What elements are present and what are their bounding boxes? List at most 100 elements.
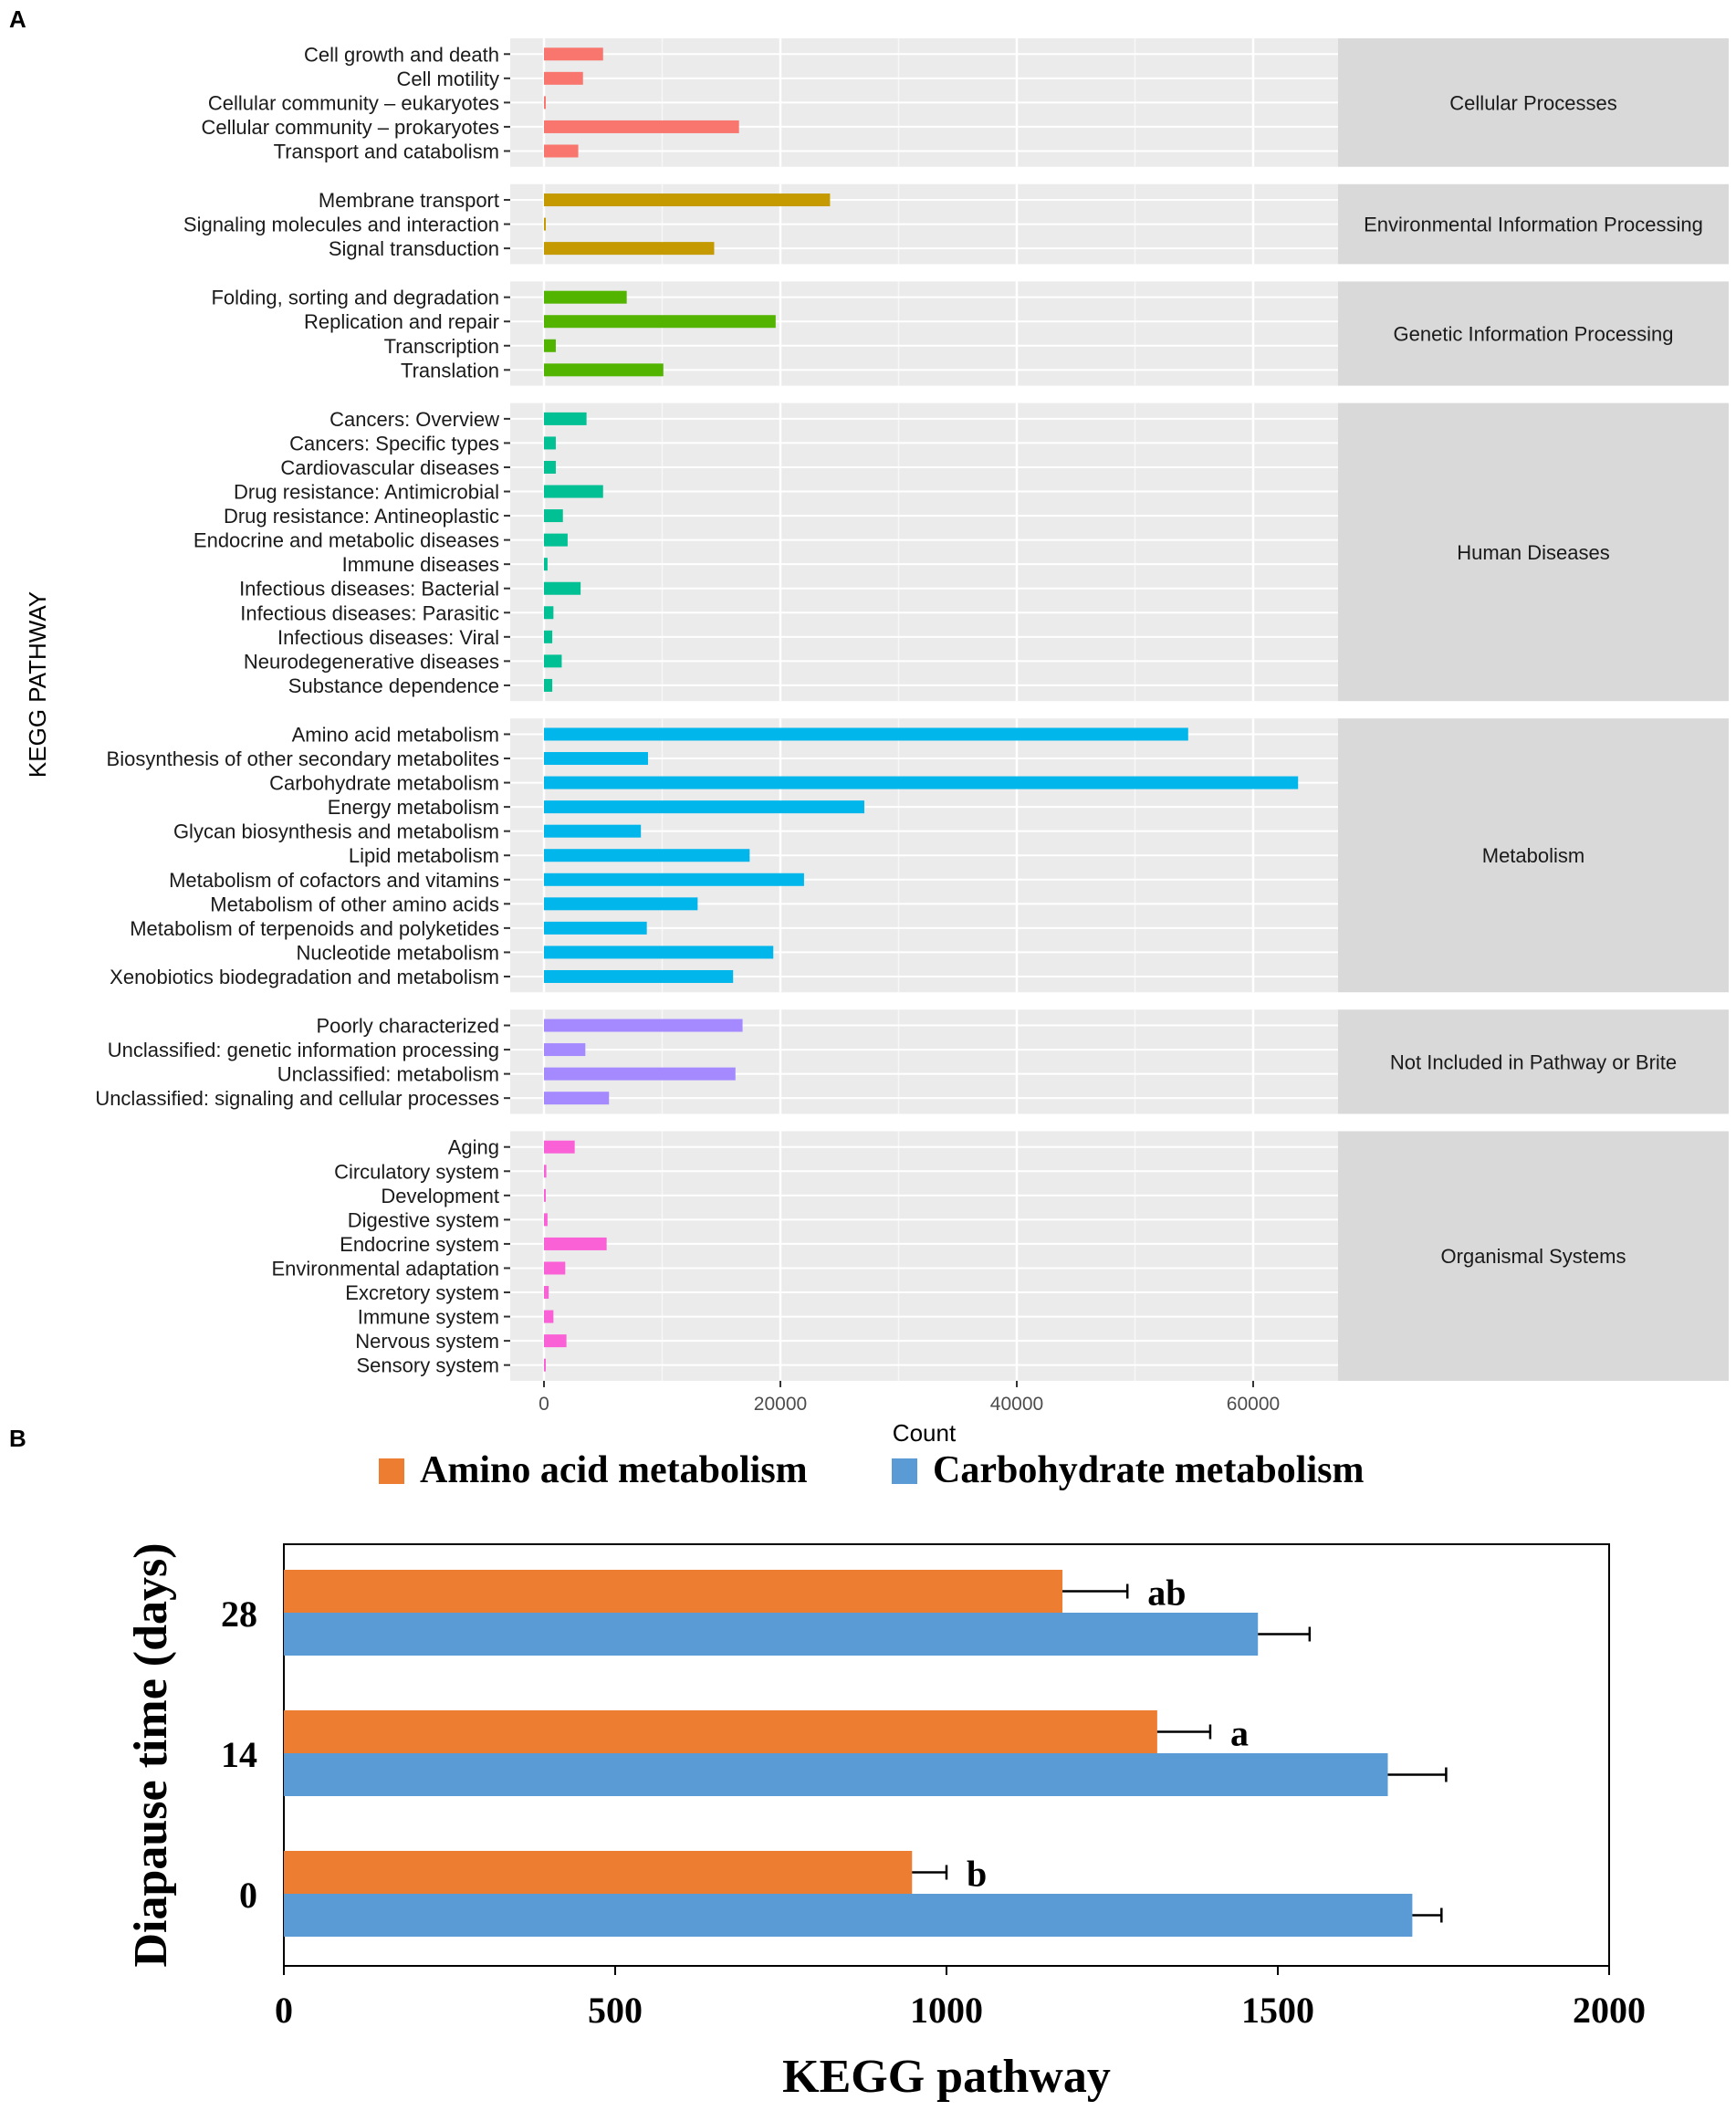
bar bbox=[544, 1092, 610, 1105]
bar bbox=[544, 96, 546, 110]
y-tick-label: Cancers: Overview bbox=[329, 408, 499, 431]
significance-label: a bbox=[1230, 1713, 1249, 1754]
panel-a: A Cellular Processes Cell growth and death… bbox=[9, 5, 1729, 1447]
bar bbox=[544, 946, 774, 959]
y-tick-label: 0 bbox=[239, 1875, 257, 1916]
bar bbox=[284, 1753, 1388, 1796]
bar bbox=[544, 144, 579, 158]
bar bbox=[544, 412, 587, 425]
y-tick-label: Infectious diseases: Bacterial bbox=[239, 578, 499, 601]
y-tick-label: Metabolism of terpenoids and polyketides bbox=[130, 917, 499, 940]
bar bbox=[544, 558, 548, 571]
bar bbox=[544, 581, 581, 595]
y-tick-label: Signal transduction bbox=[329, 237, 499, 260]
x-tick-label: 1500 bbox=[1241, 1990, 1314, 2031]
x-axis-title: KEGG pathway bbox=[782, 2051, 1111, 2103]
x-tick-label: 60000 bbox=[1227, 1394, 1280, 1415]
y-tick-label: Biosynthesis of other secondary metaboli… bbox=[107, 747, 499, 770]
y-tick-label: Immune system bbox=[358, 1306, 499, 1329]
bar bbox=[544, 727, 1188, 741]
bar bbox=[284, 1613, 1259, 1656]
bar bbox=[284, 1894, 1413, 1937]
bar bbox=[544, 217, 546, 231]
y-tick-label: Endocrine system bbox=[340, 1233, 499, 1256]
bar bbox=[544, 1286, 549, 1300]
bar bbox=[544, 436, 556, 450]
bar bbox=[544, 873, 804, 886]
bar bbox=[544, 897, 698, 911]
facet-strip-label: Organismal Systems bbox=[1441, 1245, 1626, 1268]
legend-label: Amino acid metabolism bbox=[420, 1449, 808, 1491]
y-tick-label: Energy metabolism bbox=[328, 796, 499, 819]
y-tick-label: Digestive system bbox=[348, 1208, 499, 1231]
bar bbox=[544, 363, 664, 377]
y-axis-title: Diapause time (days) bbox=[125, 1542, 177, 1967]
bar bbox=[544, 678, 553, 692]
y-tick-label: Excretory system bbox=[345, 1281, 499, 1304]
y-tick-label: Translation bbox=[401, 359, 499, 381]
y-tick-label: Cell growth and death bbox=[304, 43, 499, 66]
y-tick-label: Carbohydrate metabolism bbox=[269, 772, 499, 795]
y-tick-label: Neurodegenerative diseases bbox=[244, 650, 499, 673]
y-tick-label: Nervous system bbox=[355, 1330, 499, 1353]
y-tick-label: Infectious diseases: Viral bbox=[277, 626, 499, 649]
x-tick-label: 2000 bbox=[1573, 1990, 1646, 2031]
y-tick-label: 14 bbox=[221, 1734, 257, 1775]
bar bbox=[544, 969, 734, 983]
y-tick-label: Membrane transport bbox=[319, 189, 499, 212]
bar bbox=[544, 460, 556, 474]
bar bbox=[544, 1165, 547, 1178]
y-tick-label: Signaling molecules and interaction bbox=[183, 214, 499, 236]
bar bbox=[544, 776, 1299, 789]
panel-b-label: B bbox=[9, 1425, 26, 1452]
y-tick-label: Unclassified: signaling and cellular pro… bbox=[95, 1087, 499, 1110]
bar bbox=[544, 752, 648, 766]
legend-swatch bbox=[379, 1458, 404, 1484]
facet-strip bbox=[1338, 281, 1729, 386]
facet-strip-label: Human Diseases bbox=[1457, 541, 1610, 564]
bar bbox=[544, 71, 583, 85]
facet-strip-label: Not Included in Pathway or Brite bbox=[1390, 1050, 1677, 1073]
bar bbox=[544, 1213, 548, 1227]
y-tick-label: Lipid metabolism bbox=[349, 844, 499, 867]
y-tick-label: Poorly characterized bbox=[316, 1015, 499, 1038]
facet-strip bbox=[1338, 718, 1729, 993]
y-tick-label: Metabolism of other amino acids bbox=[210, 893, 499, 915]
y-tick-label: Drug resistance: Antimicrobial bbox=[234, 481, 499, 504]
x-tick-label: 20000 bbox=[754, 1394, 807, 1415]
bar bbox=[544, 1310, 554, 1323]
facet-strip bbox=[1338, 38, 1729, 167]
bar bbox=[544, 47, 603, 61]
bar bbox=[544, 921, 647, 935]
bar bbox=[544, 1043, 586, 1057]
y-tick-label: Transcription bbox=[384, 335, 499, 358]
bar bbox=[544, 509, 563, 523]
y-tick-label: Drug resistance: Antineoplastic bbox=[224, 505, 499, 528]
bar bbox=[544, 1140, 575, 1154]
y-tick-label: Unclassified: metabolism bbox=[277, 1063, 499, 1086]
y-tick-label: Replication and repair bbox=[304, 310, 499, 333]
y-tick-label: Infectious diseases: Parasitic bbox=[240, 601, 499, 624]
y-tick-label: Cellular community – prokaryotes bbox=[202, 116, 499, 139]
facet-strip bbox=[1338, 402, 1729, 702]
y-tick-label: Unclassified: genetic information proces… bbox=[108, 1039, 499, 1061]
legend-swatch bbox=[892, 1458, 917, 1484]
y-tick-label: Cell motility bbox=[397, 68, 499, 90]
bar bbox=[544, 1067, 736, 1081]
bar bbox=[544, 290, 627, 304]
bar bbox=[544, 800, 864, 814]
y-tick-label: Cellular community – eukaryotes bbox=[208, 91, 499, 114]
facet-strip-label: Genetic Information Processing bbox=[1394, 323, 1674, 346]
facet-strip bbox=[1338, 1131, 1729, 1381]
legend-label: Carbohydrate metabolism bbox=[933, 1449, 1364, 1491]
y-tick-label: 28 bbox=[221, 1594, 257, 1635]
y-tick-label: Metabolism of cofactors and vitamins bbox=[169, 869, 499, 892]
y-tick-label: Development bbox=[381, 1185, 499, 1207]
x-tick-label: 0 bbox=[539, 1394, 549, 1415]
y-tick-label: Folding, sorting and degradation bbox=[211, 287, 499, 309]
x-tick-label: 0 bbox=[275, 1990, 293, 2031]
y-tick-label: Substance dependence bbox=[288, 674, 499, 697]
y-tick-label: Nucleotide metabolism bbox=[296, 941, 499, 964]
y-tick-label: Immune diseases bbox=[342, 553, 499, 576]
